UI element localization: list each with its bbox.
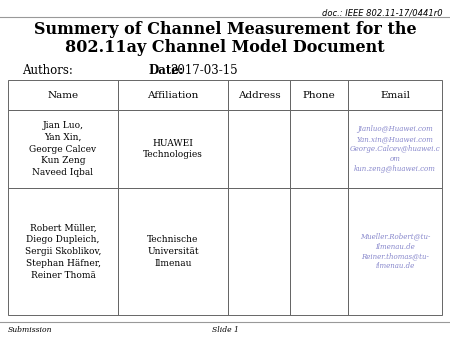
Bar: [290, 110, 348, 188]
Bar: [348, 188, 442, 315]
Text: Summery of Channel Measurement for the: Summery of Channel Measurement for the: [34, 22, 416, 39]
Text: Authors:: Authors:: [22, 64, 73, 76]
Bar: [290, 188, 348, 315]
Text: Address: Address: [238, 91, 280, 99]
Text: Phone: Phone: [302, 91, 335, 99]
Text: Slide 1: Slide 1: [212, 326, 239, 334]
Text: 802.11ay Channel Model Document: 802.11ay Channel Model Document: [65, 40, 385, 56]
Bar: [118, 188, 228, 315]
Text: HUAWEI
Technologies: HUAWEI Technologies: [143, 139, 203, 160]
Bar: [118, 110, 228, 188]
Text: Jianluo@Huawei.com
Yan.xin@Huawei.com
George.Calcev@huawei.c
om
kun.zeng@huawei.: Jianluo@Huawei.com Yan.xin@Huawei.com Ge…: [350, 125, 440, 173]
Bar: [8, 110, 118, 188]
Text: Affiliation: Affiliation: [147, 91, 199, 99]
Bar: [228, 188, 290, 315]
Text: 2017-03-15: 2017-03-15: [170, 64, 238, 76]
Bar: [348, 110, 442, 188]
Text: Submission: Submission: [8, 326, 53, 334]
Text: Email: Email: [380, 91, 410, 99]
Text: Date:: Date:: [148, 64, 183, 76]
Bar: [348, 80, 442, 110]
Bar: [290, 80, 348, 110]
Text: doc.: IEEE 802.11-17/0441r0: doc.: IEEE 802.11-17/0441r0: [322, 8, 443, 18]
Bar: [118, 80, 228, 110]
Bar: [228, 110, 290, 188]
Text: Technische
Universität
Ilmenau: Technische Universität Ilmenau: [147, 235, 199, 268]
Bar: [228, 80, 290, 110]
Text: Jian Luo,
Yan Xin,
George Calcev
Kun Zeng
Naveed Iqbal: Jian Luo, Yan Xin, George Calcev Kun Zen…: [29, 121, 97, 177]
Text: Mueller.Robert@tu-
Ilmenau.de
Reiner.thomas@tu-
ilmenau.de: Mueller.Robert@tu- Ilmenau.de Reiner.tho…: [360, 233, 430, 270]
Text: Robert Müller,
Diego Dupleich,
Sergii Skoblikov,
Stephan Häfner,
Reiner Thomä: Robert Müller, Diego Dupleich, Sergii Sk…: [25, 223, 101, 280]
Text: Name: Name: [47, 91, 79, 99]
Bar: [8, 80, 118, 110]
Bar: [8, 188, 118, 315]
